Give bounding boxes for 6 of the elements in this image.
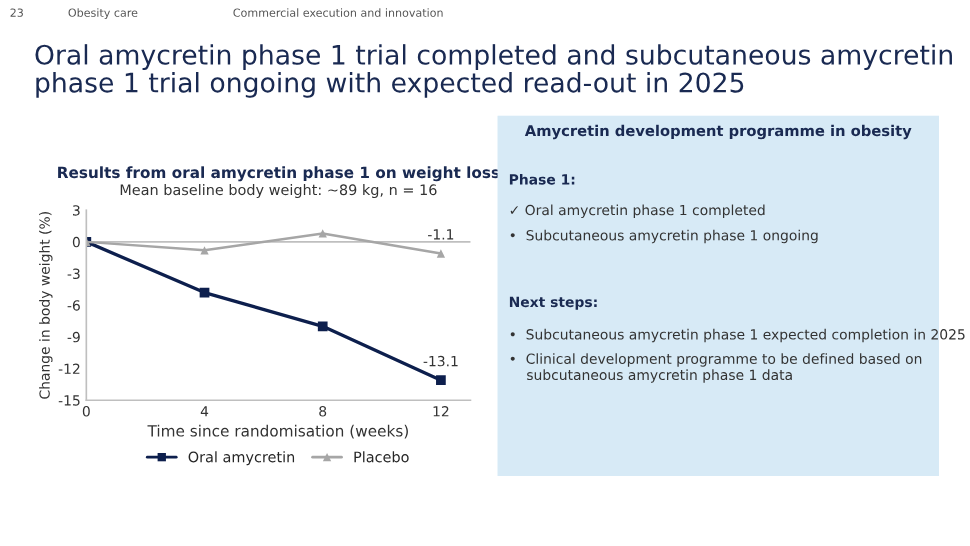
point xyxy=(436,249,446,258)
point xyxy=(317,321,328,332)
point xyxy=(436,375,446,386)
point xyxy=(318,229,327,238)
text: Oral amycretin phase 1 trial completed and subcutaneous amycretin phase 1 trial ongoing with expected read-out in 2025 xyxy=(35,44,952,98)
point xyxy=(200,246,209,255)
